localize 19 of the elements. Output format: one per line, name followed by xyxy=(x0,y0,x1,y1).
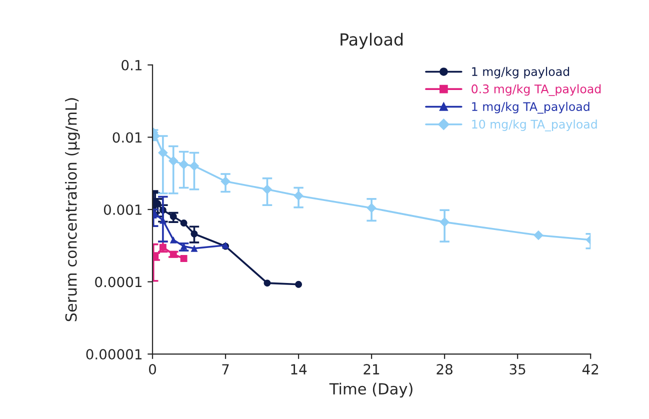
legend-label: 0.3 mg/kg TA_payload xyxy=(472,84,601,96)
x-axis-title: Time (Day) xyxy=(329,382,412,398)
x-tick-label: 14 xyxy=(291,364,307,374)
y-tick-label: 0.1 xyxy=(122,60,142,70)
x-tick-label: 42 xyxy=(582,364,598,374)
legend-label: 1 mg/kg payload xyxy=(472,66,570,78)
legend-label: 10 mg/kg TA_payload xyxy=(472,120,597,132)
y-tick-label: 0.01 xyxy=(112,132,142,143)
y-tick-label: 0.001 xyxy=(104,204,142,215)
x-tick-label: 21 xyxy=(364,364,380,374)
x-tick-label: 0 xyxy=(149,364,156,375)
x-tick-label: 7 xyxy=(222,364,229,374)
chart-title: Payload xyxy=(340,32,403,49)
y-tick-label: 0.0001 xyxy=(95,276,142,288)
y-tick-label: 0.00001 xyxy=(86,349,142,360)
legend-label: 1 mg/kg TA_payload xyxy=(472,102,590,114)
y-axis-title: Serum concentration (μg/mL) xyxy=(65,98,80,322)
x-tick-label: 28 xyxy=(436,364,452,375)
x-tick-label: 35 xyxy=(510,364,526,375)
